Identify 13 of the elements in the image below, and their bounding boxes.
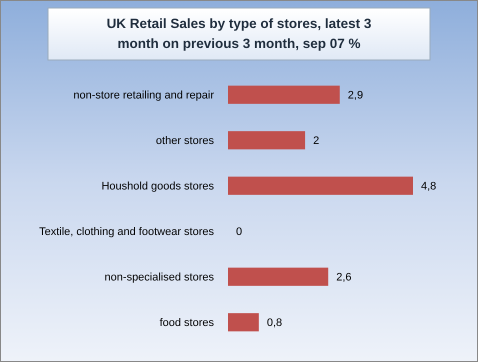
data-label: 0,8 bbox=[266, 317, 282, 330]
y-tick-label: other stores bbox=[156, 135, 214, 148]
y-tick-label: non-store retailing and repair bbox=[73, 90, 214, 102]
data-label: 4,8 bbox=[421, 180, 436, 193]
data-label: 0 bbox=[236, 226, 242, 238]
y-tick-label: Textile, clothing and footwear stores bbox=[39, 226, 214, 238]
chart-title: UK Retail Sales by type of stores, latest 3 month on previous 3 month, sep 07 % bbox=[106, 16, 372, 51]
y-tick-label: Houshold goods stores bbox=[101, 180, 214, 193]
data-label: 2 bbox=[313, 135, 320, 148]
data-label: 2,6 bbox=[336, 272, 352, 284]
data-label: 2,9 bbox=[348, 90, 364, 102]
y-tick-label: food stores bbox=[160, 317, 214, 330]
y-tick-label: non-specialised stores bbox=[104, 272, 214, 284]
